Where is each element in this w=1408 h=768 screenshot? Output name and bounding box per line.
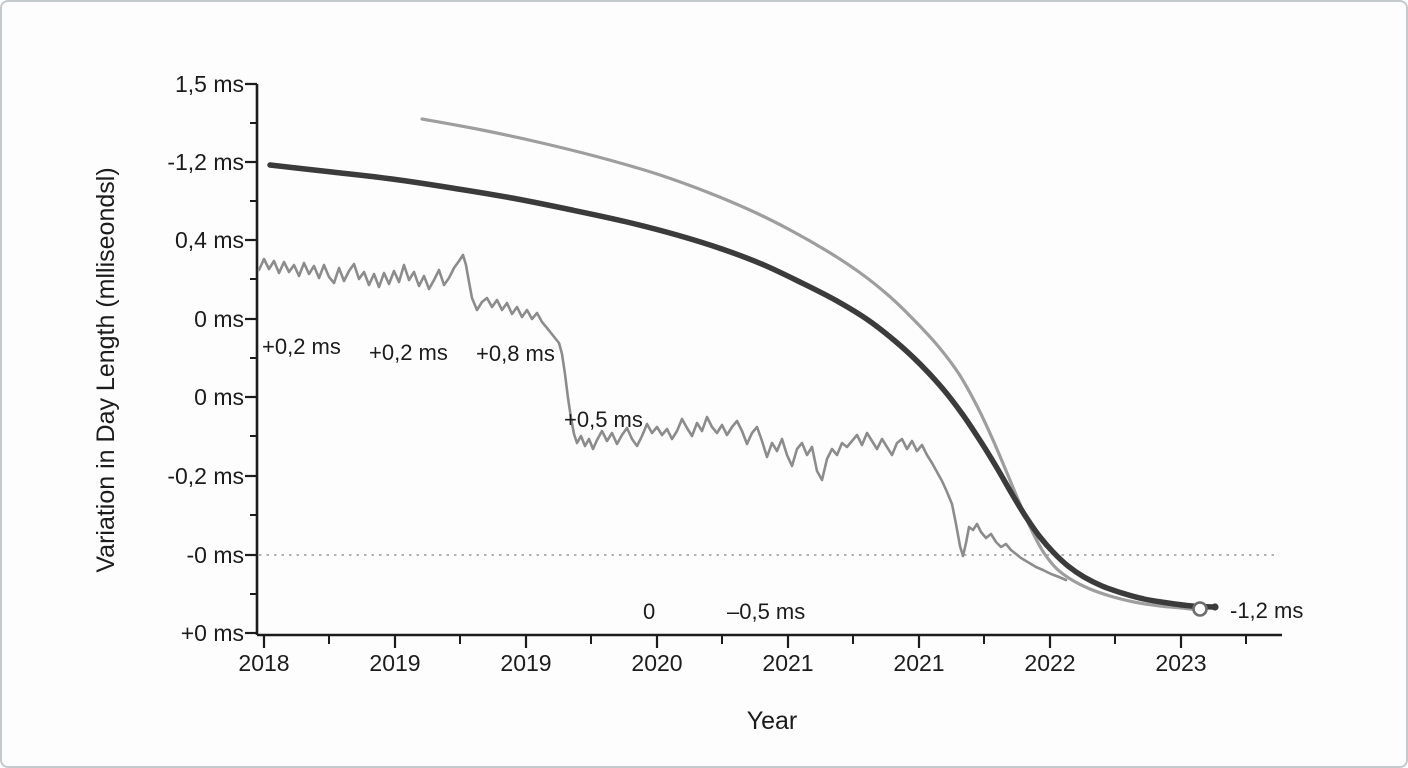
y-tick-label: 0 ms [194,384,244,410]
series-smoothed-model-dark [267,162,1218,610]
value-annotation: +0,5 ms [564,407,643,432]
y-tick-label: +0 ms [181,620,244,646]
x-tick-label: 2021 [762,650,813,676]
endpoint-dot-marker [1211,603,1219,611]
y-tick-label: -1,2 ms [167,149,244,175]
value-annotation: +0,2 ms [369,340,448,365]
y-tick-label: -0,2 ms [167,463,244,489]
series-observed-daily-noisy [257,253,1068,582]
y-tick-label: 1,5 ms [175,71,244,97]
x-tick-label: 2019 [369,650,420,676]
endpoint-open-circle-marker [1192,601,1208,617]
x-tick-label: 2019 [500,650,551,676]
value-annotation: –0,5 ms [727,599,805,624]
x-tick-label: 2021 [893,650,944,676]
value-annotation: +0,2 ms [262,334,341,359]
y-axis-title: Variation in Day Length (mlliseondsl) [92,167,120,572]
x-axis-title: Year [747,707,798,735]
x-tick-label: 2018 [238,650,289,676]
value-annotation: 0 [643,599,655,624]
y-tick-label: -0 ms [187,542,245,568]
value-annotation: +0,8 ms [476,341,555,366]
plot-area: 1,5 ms -1,2 ms 0,4 ms 0 ms 0 ms -0,2 ms -0 ms +… [167,71,1303,676]
series-smoothed-model-light [420,117,1200,612]
y-tick-label: 0,4 ms [175,227,244,253]
value-annotation: -1,2 ms [1230,598,1303,623]
x-tick-label: 2022 [1024,650,1075,676]
x-tick-label: 2023 [1155,650,1206,676]
x-tick-label: 2020 [631,650,682,676]
y-tick-label: 0 ms [194,306,244,332]
